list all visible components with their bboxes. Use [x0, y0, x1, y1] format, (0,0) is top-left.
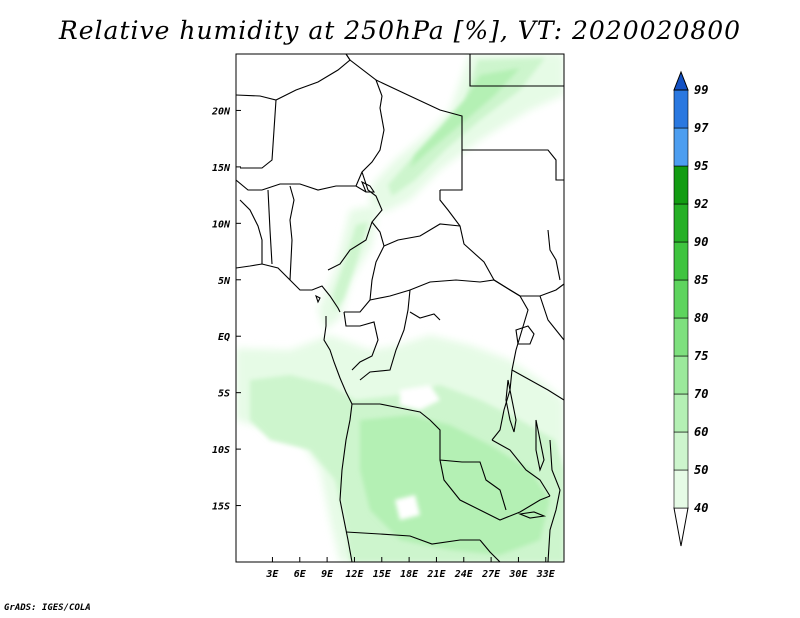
colorbar-swatch [673, 203, 689, 243]
y-tick-label: 5N [218, 276, 231, 287]
colorbar-label: 85 [694, 273, 708, 287]
river-congo [409, 311, 441, 321]
border-nigeria-benin [289, 185, 295, 281]
colorbar-upper-triangle [673, 70, 689, 91]
border-togo-ghana [267, 189, 273, 265]
x-tick-label: 6E [294, 569, 307, 580]
x-tick-label: 15E [373, 569, 392, 580]
border-zambia [439, 459, 551, 521]
y-tick-label: 5S [218, 389, 230, 400]
colorbar-label: 70 [694, 387, 708, 401]
colorbar-label: 90 [694, 235, 708, 249]
grads-credit: GrADS: IGES/COLA [4, 603, 91, 613]
x-tick-label: 24E [454, 569, 474, 580]
x-tick-label: 21E [426, 569, 446, 580]
humidity-band-northeast-core [388, 58, 545, 196]
border-congo [343, 311, 379, 371]
colorbar-swatch [673, 469, 689, 509]
border-ivory-coast [239, 199, 263, 264]
colorbar-label: 97 [694, 121, 709, 135]
border-drc-north [359, 289, 411, 381]
lake-tanganyika [505, 379, 517, 433]
colorbar-swatch [673, 241, 689, 281]
colorbar-label: 40 [694, 501, 708, 515]
colorbar-lower-triangle [673, 507, 689, 547]
y-axis-ticks: 20N 15N 10N 5N EQ 5S 10S 15S [211, 106, 241, 513]
y-tick-label: 15N [212, 163, 231, 174]
y-tick-label: EQ [218, 332, 230, 343]
colorbar-swatch [673, 89, 689, 129]
humidity-region-south-peak [360, 415, 550, 555]
border-east-coast [547, 229, 561, 281]
border-zambia-east [491, 439, 551, 497]
colorbar-label: 75 [694, 349, 708, 363]
coastline-west-africa [236, 263, 341, 313]
colorbar-swatch [673, 431, 689, 471]
humidity-pocket-south [395, 495, 420, 520]
border-niger-south [261, 183, 367, 193]
colorbar-label: 92 [694, 197, 708, 211]
humidity-shading [236, 54, 564, 562]
x-tick-label: 30E [508, 569, 528, 580]
colorbar-label: 50 [694, 463, 708, 477]
border-angola-south [345, 531, 480, 545]
map-title: Relative humidity at 250hPa [%], VT: 202… [58, 16, 742, 45]
colorbar-swatch [673, 317, 689, 357]
x-tick-label: 3E [265, 569, 279, 580]
y-tick-label: 10N [212, 219, 231, 230]
border-mozambique [547, 439, 561, 562]
colorbar-swatch [673, 165, 689, 205]
lake-chad [360, 180, 376, 193]
colorbar-label: 95 [694, 159, 708, 173]
border-libya-chad [375, 79, 463, 191]
border-sudan-east [462, 149, 564, 181]
colorbar-swatch [673, 279, 689, 319]
islands-bioko [315, 294, 321, 304]
x-tick-label: 12E [345, 569, 364, 580]
colorbar-label: 99 [694, 83, 708, 97]
border-sahara-west [236, 54, 351, 101]
border-algeria-niger [345, 54, 385, 187]
border-car-south [369, 279, 521, 301]
y-tick-label: 15S [212, 502, 230, 513]
colorbar-legend: 40 50 60 70 75 80 85 90 92 95 97 99 [673, 70, 709, 547]
border-kenya-uganda [539, 295, 564, 341]
x-tick-label: 9E [321, 569, 334, 580]
x-tick-label: 33E [536, 569, 556, 580]
border-burkina [236, 179, 262, 191]
border-mali-niger [240, 99, 277, 169]
border-tanzania [511, 369, 564, 401]
border-cameroon [344, 221, 385, 313]
map-frame [235, 53, 565, 563]
border-zimbabwe [479, 539, 501, 562]
colorbar-swatch [673, 393, 689, 433]
x-tick-label: 27E [481, 569, 501, 580]
lake-malawi [535, 419, 545, 472]
border-car [383, 223, 461, 247]
country-borders [236, 54, 564, 562]
colorbar-swatch [673, 355, 689, 395]
y-tick-label: 10S [212, 445, 230, 456]
border-south-sudan-east [493, 279, 564, 297]
colorbar-label: 60 [694, 425, 708, 439]
colorbar-swatch [673, 127, 689, 167]
border-egypt-sudan [469, 54, 564, 87]
colorbar-label: 80 [694, 311, 708, 325]
humidity-pocket-west [400, 385, 440, 410]
y-tick-label: 20N [211, 106, 231, 117]
lake-victoria [515, 325, 535, 345]
x-axis-ticks: 3E 6E 9E 12E 15E 18E 21E 24E 27E 30E 33E [265, 557, 556, 580]
lake-kariba [517, 511, 547, 519]
x-tick-label: 18E [400, 569, 419, 580]
border-angola [352, 403, 507, 511]
humidity-band-northeast-peak [410, 68, 520, 168]
border-chad-sudan [439, 190, 495, 281]
